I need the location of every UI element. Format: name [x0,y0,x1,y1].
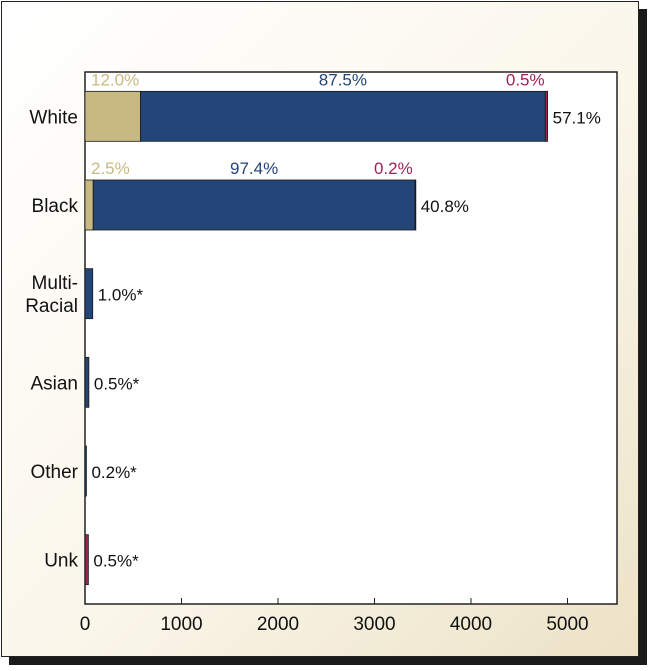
plot-area [84,71,618,605]
segment-label-series-1: 12.0% [91,70,139,89]
category-label: Asian [30,373,78,394]
bar-black-series-1 [84,179,94,231]
total-percent-label: 0.2%* [91,463,137,482]
bars [84,90,549,586]
bar-asian-series-2 [84,356,90,408]
bar-black-series-3 [414,179,417,231]
category-label: Multi-Racial [25,273,78,317]
bar-black-series-2 [92,179,416,231]
bar-multiracial-series-2 [84,268,94,320]
total-percent-label: 57.1% [553,108,601,127]
bar-white-series-3 [544,90,549,142]
category-label: Other [30,462,78,483]
total-percent-label: 40.8% [421,197,469,216]
category-label: Black [32,196,79,217]
segment-label-series-2: 97.4% [230,159,278,178]
category-label: Unk [44,551,78,572]
segment-label-series-3: 0.2% [374,159,413,178]
category-label: White [29,107,78,128]
total-percent-label: 0.5%* [93,552,139,571]
x-tick-label: 2000 [257,614,299,635]
bar-other-series-2 [84,445,87,497]
chart-frame: White 57.1% 12.0% 87.5% 0.5% Black 40.8% 2.5% 97… [1,1,639,657]
x-tick-label: 5000 [546,614,588,635]
segment-label-series-1: 2.5% [91,159,130,178]
bar-white-series-2 [140,90,546,142]
segment-label-series-2: 87.5% [319,70,367,89]
total-percent-label: 0.5%* [94,374,140,393]
bar-white-series-1 [84,90,141,142]
x-tick-label: 1000 [160,614,202,635]
total-percent-label: 1.0%* [98,286,144,305]
segment-label-series-3: 0.5% [506,70,545,89]
x-tick-label: 0 [80,614,91,635]
bar-unk-series-3 [84,534,89,586]
x-tick-label: 4000 [450,614,492,635]
x-tick-label: 3000 [353,614,395,635]
bar-chart: White 57.1% 12.0% 87.5% 0.5% Black 40.8% 2.5% 97… [25,70,618,635]
x-axis: 0 1000 2000 3000 4000 5000 [80,598,589,635]
labels: White 57.1% 12.0% 87.5% 0.5% Black 40.8% 2.5% 97… [25,70,601,571]
